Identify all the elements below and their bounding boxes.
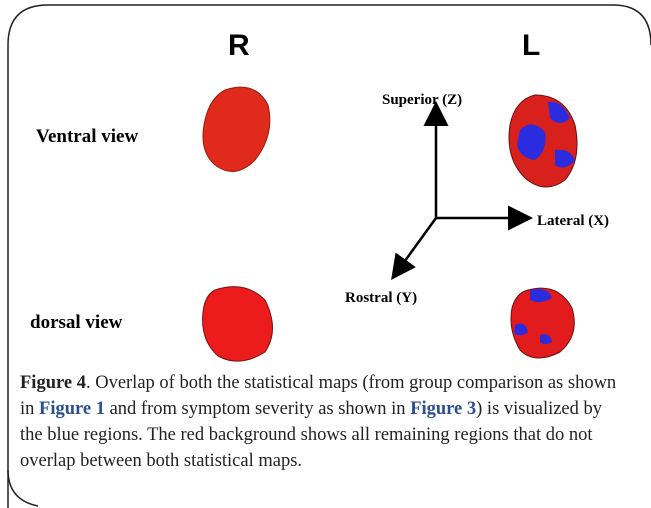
figure-ref[interactable]: Figure 1 [39,399,105,419]
caption: Figure 4. Overlap of both the statistica… [20,370,620,474]
axis-arrow [391,217,438,281]
caption-label: Figure 4 [20,373,86,393]
overlap-region [548,101,570,123]
caption-text: . Overlap of both the statistical maps (… [20,373,617,419]
caption-text: and from symptom severity as shown in [104,399,411,419]
view-label: Ventral view [36,126,138,147]
hemisphere-label: L [522,29,540,62]
overlap-region [555,149,575,168]
brain-blob [202,286,273,362]
frame-corner [7,469,39,507]
axis-label: Superior (Z) [382,92,462,108]
figure-ref[interactable]: Figure 3 [410,399,477,419]
overlap-region [514,289,552,344]
frame [7,4,651,508]
caption-text: ) is visualized by the blue regions. The… [20,399,603,471]
view-label: dorsal view [30,312,123,333]
brain-blob [510,287,575,359]
brain-blob [202,86,271,172]
axis-label: Lateral (X) [537,213,609,229]
hemisphere-label: R [228,29,250,62]
axis-label: Rostral (Y) [345,290,417,306]
overlap-region [517,124,546,160]
